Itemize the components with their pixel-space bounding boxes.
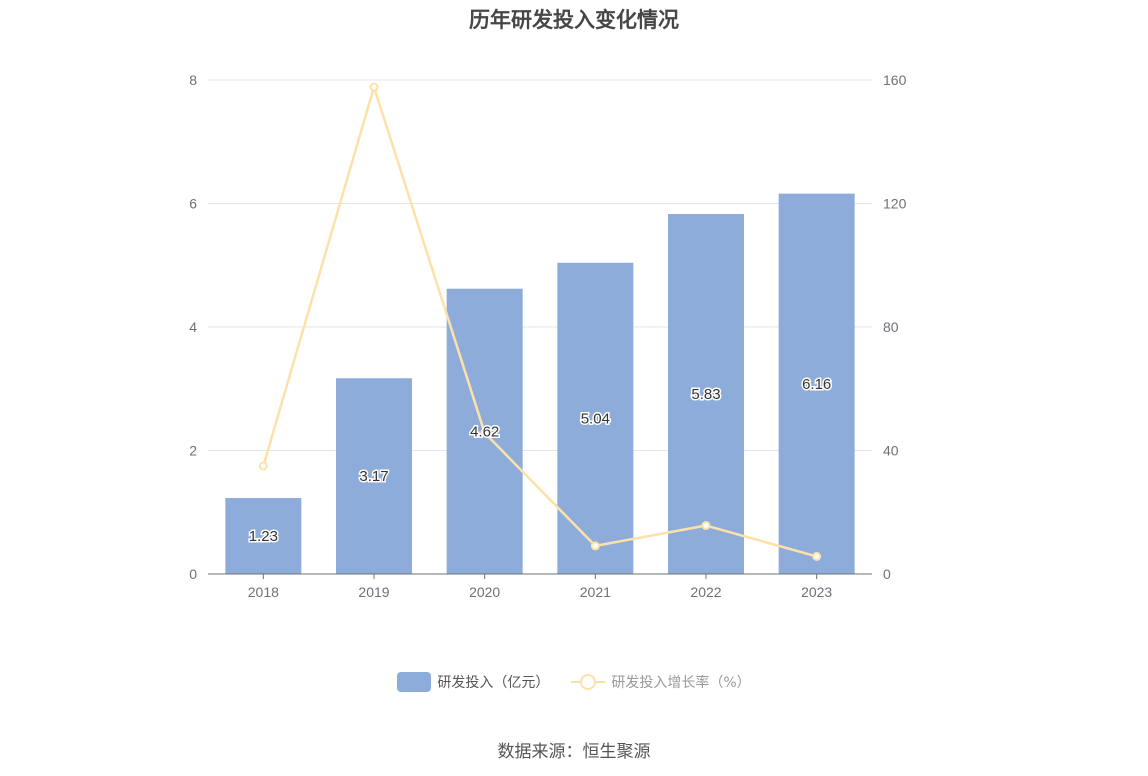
y-left-tick-label: 4	[189, 319, 197, 335]
x-tick-label: 2019	[358, 584, 389, 600]
chart-title: 历年研发投入变化情况	[469, 8, 679, 32]
legend: 研发投入（亿元） 研发投入增长率（%）	[0, 672, 1148, 692]
bar-2018	[225, 498, 302, 574]
x-tick-label: 2021	[580, 584, 611, 600]
x-tick-label: 2020	[469, 584, 500, 600]
y-right-tick-label: 120	[883, 196, 907, 212]
growth-point-2023	[812, 551, 822, 561]
growth-line-series	[258, 82, 822, 561]
y-left-tick-label: 8	[189, 72, 197, 88]
legend-label-growth-rate: 研发投入增长率（%）	[611, 675, 751, 691]
x-tick-label: 2022	[690, 584, 721, 600]
legend-item-growth-rate[interactable]: 研发投入增长率（%）	[571, 672, 751, 692]
legend-bar-swatch	[397, 672, 432, 692]
growth-point-2020	[480, 428, 490, 438]
bar-2021	[557, 262, 634, 574]
bar-value-label-2021: 5.04	[581, 410, 610, 427]
growth-point-2019	[369, 82, 379, 92]
x-tick-label: 2023	[801, 584, 832, 600]
legend-item-rd-investment[interactable]: 研发投入（亿元）	[397, 672, 549, 692]
y-left-tick-label: 6	[189, 196, 197, 212]
bar-value-label-2018: 1.23	[249, 528, 278, 545]
bar-2022	[668, 213, 744, 574]
bar-value-label-2019: 3.17	[359, 468, 388, 485]
y-left-tick-label: 0	[189, 566, 197, 582]
y-right-tick-label: 40	[883, 443, 899, 459]
legend-label-rd-investment: 研发投入（亿元）	[437, 675, 550, 691]
source-note: 数据来源：恒生聚源	[497, 742, 651, 762]
bar-value-label-2020: 4.62	[470, 423, 499, 440]
y-right-tick-label: 0	[883, 566, 891, 582]
bar-series	[225, 193, 855, 574]
bar-value-label-2023: 6.16	[802, 376, 831, 393]
y-left-tick-label: 2	[189, 443, 197, 459]
growth-point-2021	[590, 541, 600, 551]
y-right-tick-label: 80	[883, 319, 899, 335]
bar-2023	[778, 193, 855, 574]
x-tick-label: 2018	[248, 584, 279, 600]
bar-2019	[336, 378, 412, 574]
growth-point-2022	[701, 521, 711, 531]
growth-point-2018	[258, 461, 268, 471]
y-right-tick-label: 160	[883, 72, 907, 88]
legend-line-swatch	[571, 672, 606, 692]
grid-lines	[208, 79, 872, 451]
bar-value-label-2022: 5.83	[691, 386, 720, 403]
growth-line	[262, 85, 818, 558]
data-labels: 1.23 3.17 4.62 5.04 5.83 6.16	[247, 374, 833, 546]
